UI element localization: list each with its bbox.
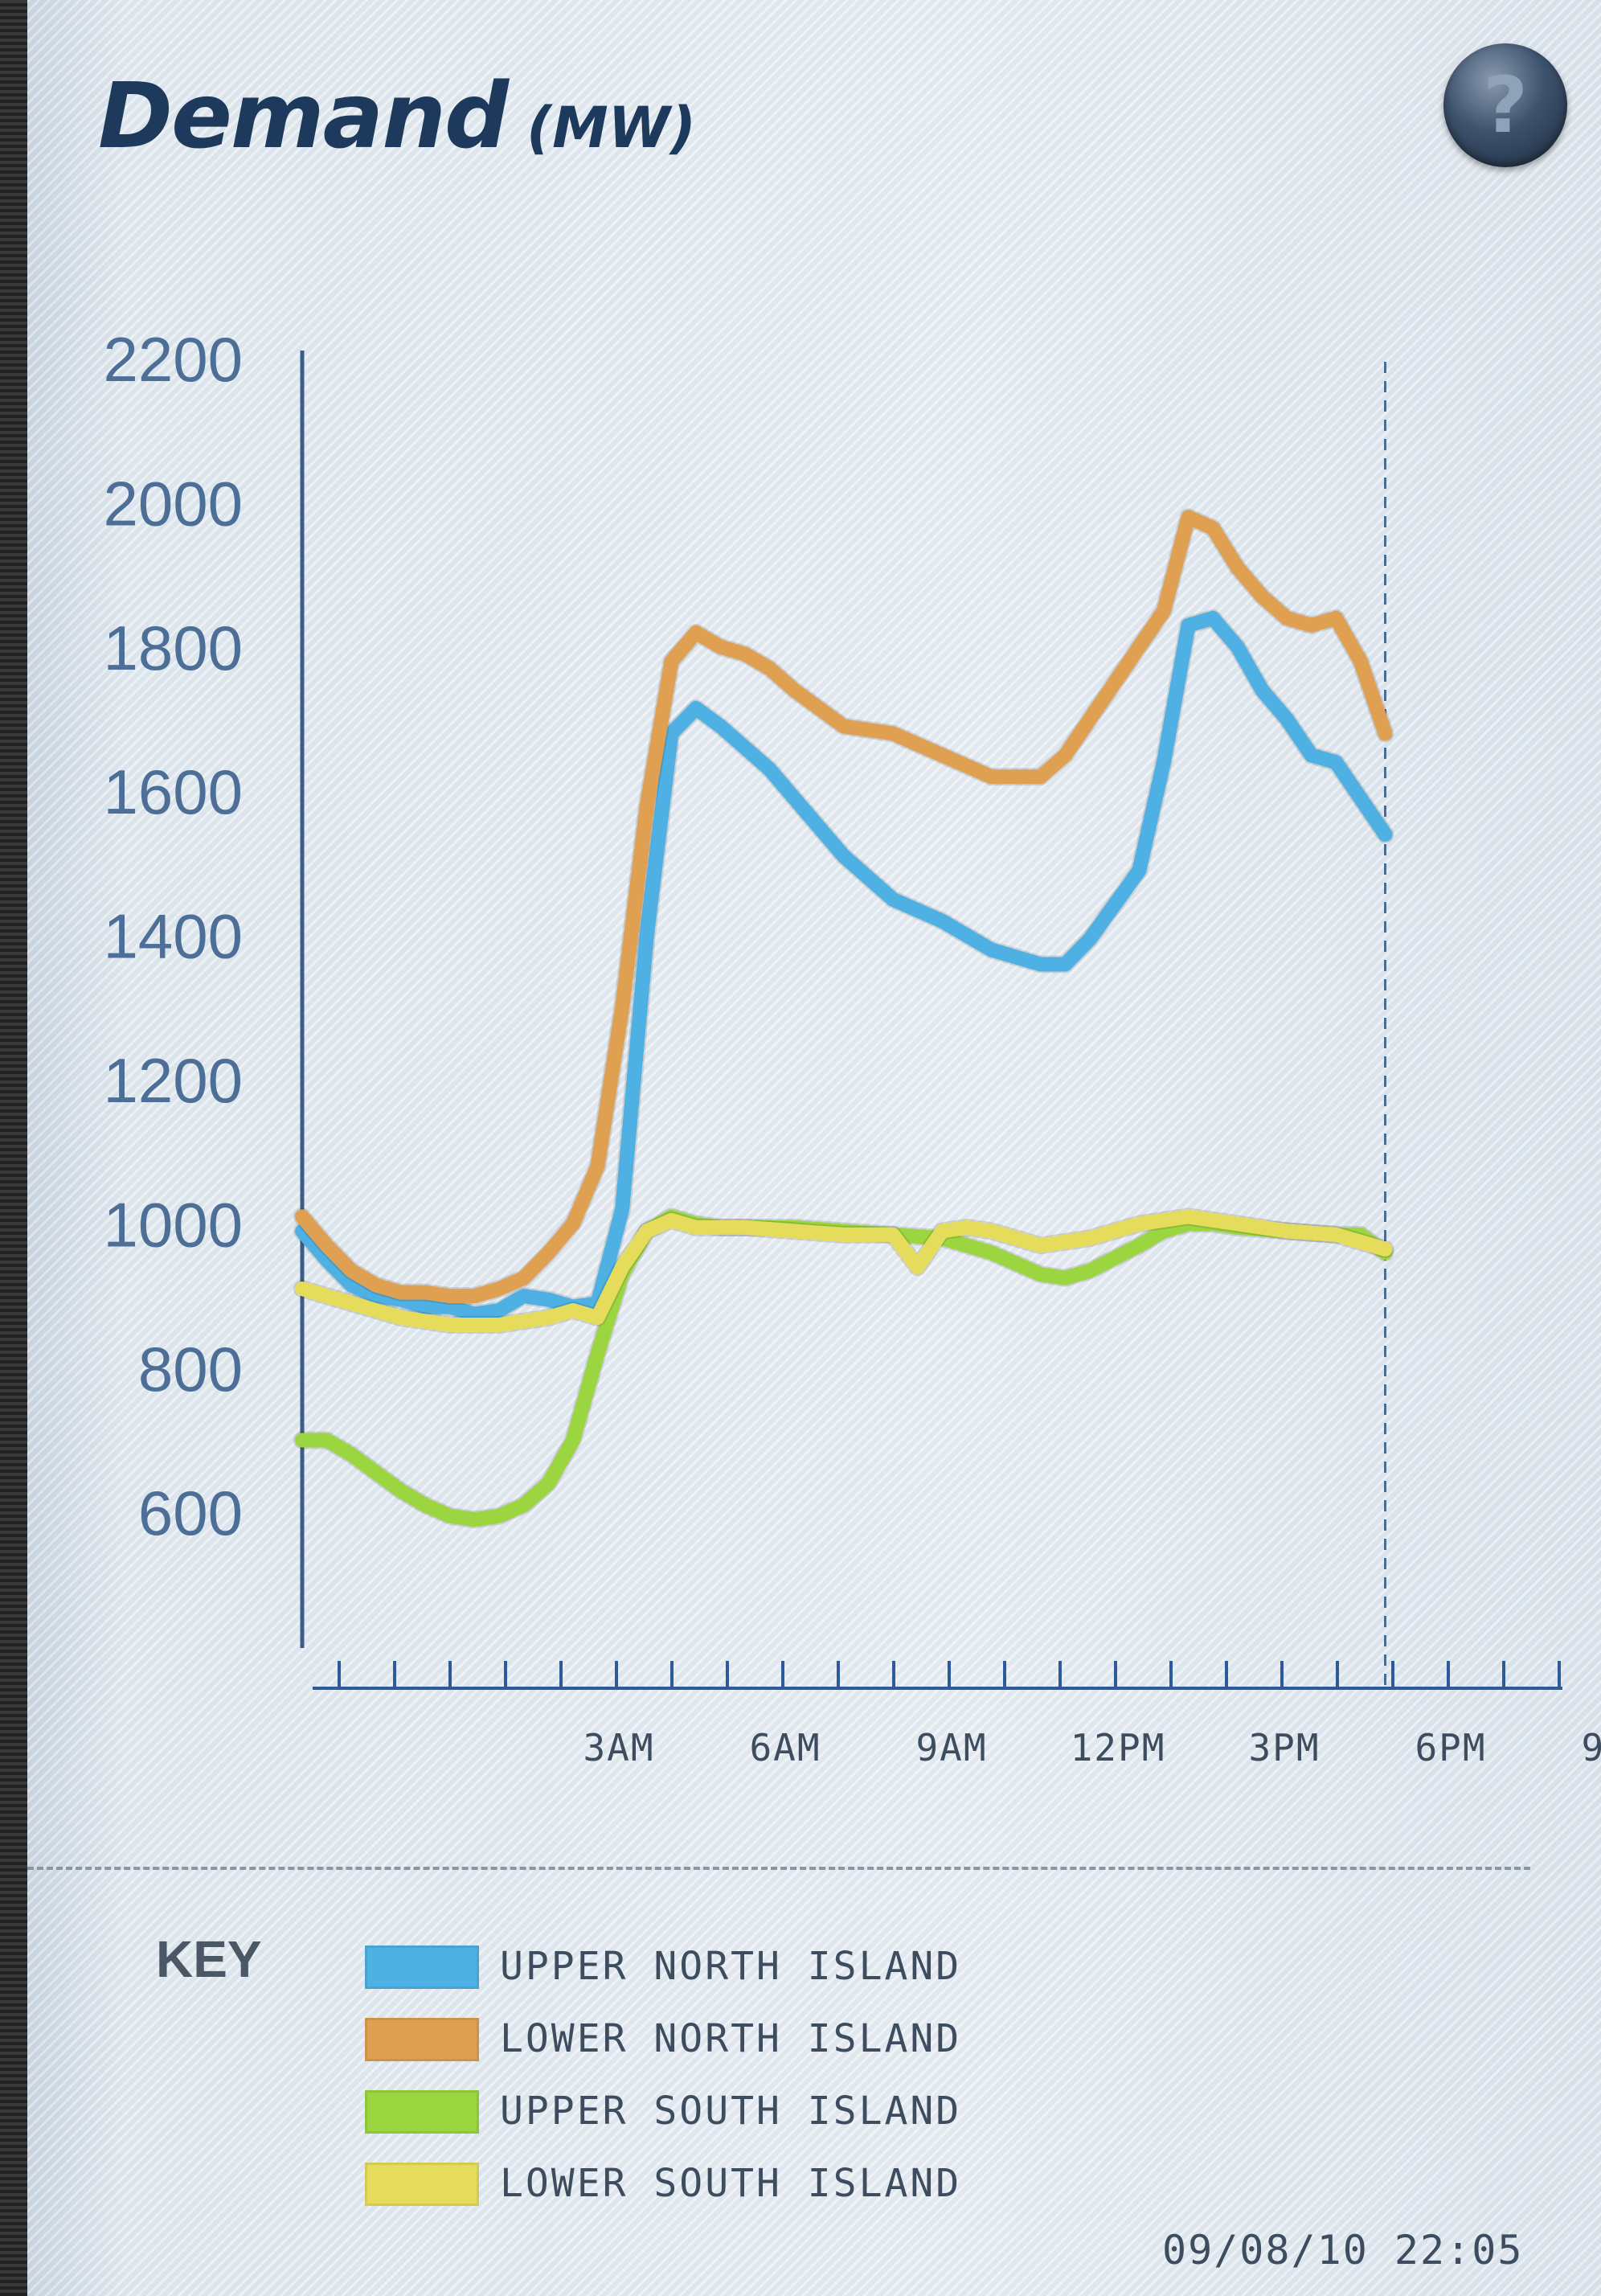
y-tick-label: 600	[138, 1478, 243, 1548]
legend-divider	[27, 1867, 1530, 1870]
y-tick-label: 1800	[103, 613, 243, 683]
demand-panel: Demand (MW) ? 2200 2000 1800 1600 1400 1200 100…	[27, 0, 1601, 2296]
window-frame-edge	[0, 0, 27, 2296]
y-tick-label: 800	[138, 1334, 243, 1404]
series-line-1	[295, 610, 1393, 1322]
help-button[interactable]: ?	[1443, 43, 1567, 167]
x-tick-label: 12PM	[1071, 1726, 1166, 1769]
legend-swatch	[365, 1945, 479, 1989]
y-tick-label: 1400	[103, 901, 243, 972]
x-tick-label: 3AM	[583, 1726, 654, 1769]
legend-title: KEY	[156, 1930, 262, 1988]
series-line-shadow	[293, 1207, 1394, 1529]
demand-chart: 2200 2000 1800 1600 1400 1200 1000 800 600 3AM 6A…	[103, 324, 1601, 1769]
x-tick-label: 3PM	[1248, 1726, 1320, 1769]
legend-label: LOWER SOUTH ISLAND	[500, 2161, 962, 2206]
page-title: Demand (MW)	[98, 64, 696, 169]
x-tick-label: 9AM	[915, 1726, 987, 1769]
legend-swatch	[365, 2163, 479, 2206]
y-tick-label: 1600	[103, 756, 243, 827]
x-tick-label: 6PM	[1415, 1726, 1486, 1769]
series-lines	[293, 508, 1394, 1529]
title-unit: (MW)	[526, 95, 696, 161]
y-tick-label: 2200	[103, 324, 243, 395]
series-line-3	[295, 1209, 1393, 1527]
y-tick-label: 2000	[103, 468, 243, 539]
x-axis: 3AM 6AM 9AM 12PM 3PM 6PM 9PM	[313, 1661, 1601, 1769]
x-tick-label: 6AM	[749, 1726, 821, 1769]
legend-label: UPPER SOUTH ISLAND	[500, 2089, 962, 2134]
series-line-2	[295, 510, 1393, 1304]
legend-swatch	[365, 2018, 479, 2061]
legend-label: LOWER NORTH ISLAND	[500, 2016, 962, 2061]
legend-label: UPPER NORTH ISLAND	[500, 1944, 962, 1989]
title-text: Demand	[98, 64, 509, 169]
y-tick-label: 1000	[103, 1189, 243, 1260]
y-tick-label: 1200	[103, 1045, 243, 1116]
y-axis: 2200 2000 1800 1600 1400 1200 1000 800 600	[103, 324, 1386, 1688]
x-tick-label: 9PM	[1581, 1726, 1601, 1769]
timestamp: 09/08/10 22:05	[1162, 2227, 1524, 2273]
question-mark-icon: ?	[1483, 60, 1528, 150]
series-line-4	[295, 1209, 1393, 1332]
legend-swatch	[365, 2090, 479, 2134]
